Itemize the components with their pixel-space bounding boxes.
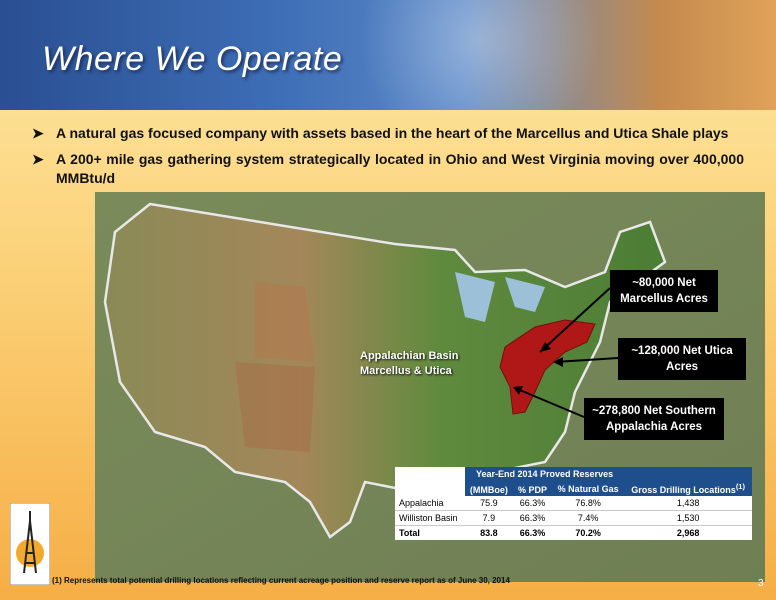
logo-rig <box>23 511 37 574</box>
table-cell: 76.8% <box>551 496 625 511</box>
arrowhead <box>513 386 523 395</box>
table-cell: 66.3% <box>513 510 552 526</box>
table-cell: 7.9 <box>464 510 514 526</box>
bullet-arrow: ➤ <box>32 125 44 141</box>
rockies-relief <box>235 362 315 452</box>
footnote: (1) Represents total potential drilling … <box>52 576 510 585</box>
header-text: Gross Drilling Locations <box>631 485 736 495</box>
table-cell: 75.9 <box>464 496 514 511</box>
callout-arrow <box>554 357 619 363</box>
arrowhead <box>540 342 551 352</box>
callout-arrow <box>539 287 611 353</box>
acreage-callout: ~278,800 Net Southern Appalachia Acres <box>584 398 724 440</box>
callout-arrow <box>514 387 585 418</box>
header-cell: (MMBoe) <box>464 481 514 496</box>
table-cell: 66.3% <box>513 525 552 540</box>
header-cell: % Natural Gas <box>551 481 625 496</box>
company-logo <box>10 503 50 585</box>
table-row: Williston Basin 7.9 66.3% 7.4% 1,530 <box>395 510 752 526</box>
footnote-marker: (1) <box>735 482 745 491</box>
bullet-text: A 200+ mile gas gathering system strateg… <box>56 151 744 186</box>
table-cell: 70.2% <box>551 525 625 540</box>
header-cell <box>395 481 465 496</box>
header-glow <box>0 0 776 110</box>
page-number: 3 <box>758 578 764 589</box>
bullet-arrow: ➤ <box>32 151 44 167</box>
table-header-row: (MMBoe) % PDP % Natural Gas Gross Drilli… <box>395 481 752 496</box>
table-row: Total 83.8 66.3% 70.2% 2,968 <box>395 525 752 540</box>
table-body: Appalachia 75.9 66.3% 76.8% 1,438 Williston B… <box>395 496 752 540</box>
map-label: Appalachian Basin Marcellus & Utica <box>360 350 459 377</box>
table-row: Appalachia 75.9 66.3% 76.8% 1,438 <box>395 496 752 511</box>
header-banner <box>0 0 776 110</box>
arrowhead <box>553 357 563 367</box>
bullet-text: A natural gas focused company with asset… <box>56 125 729 141</box>
rockies-relief <box>255 282 315 362</box>
table-cell: 66.3% <box>513 496 552 511</box>
table-cell: 1,530 <box>624 510 752 526</box>
reserves-table: Year-End 2014 Proved Reserves (MMBoe) % … <box>395 467 752 540</box>
header-cell: Gross Drilling Locations(1) <box>624 481 752 496</box>
bullet: ➤ A natural gas focused company with ass… <box>32 124 744 143</box>
great-lakes <box>455 272 545 322</box>
header-cell <box>395 467 465 481</box>
acreage-callout: ~80,000 Net Marcellus Acres <box>610 270 718 312</box>
table-cell: 2,968 <box>624 525 752 540</box>
appalachia-acreage <box>499 319 596 415</box>
acreage-callout: ~128,000 Net Utica Acres <box>618 338 746 380</box>
row-label: Appalachia <box>395 496 465 511</box>
table-cell: 1,438 <box>624 496 752 511</box>
row-label: Total <box>395 525 465 540</box>
header-cell: % PDP <box>513 481 552 496</box>
bullet: ➤ A 200+ mile gas gathering system strat… <box>32 150 744 188</box>
table-cell: 83.8 <box>464 525 514 540</box>
row-label: Williston Basin <box>395 510 465 526</box>
table-cell: 7.4% <box>551 510 625 526</box>
table-header-row: Year-End 2014 Proved Reserves <box>395 467 752 481</box>
header-cell: Year-End 2014 Proved Reserves <box>464 467 625 481</box>
slide-title: Where We Operate <box>42 40 343 78</box>
header-cell <box>624 467 752 481</box>
